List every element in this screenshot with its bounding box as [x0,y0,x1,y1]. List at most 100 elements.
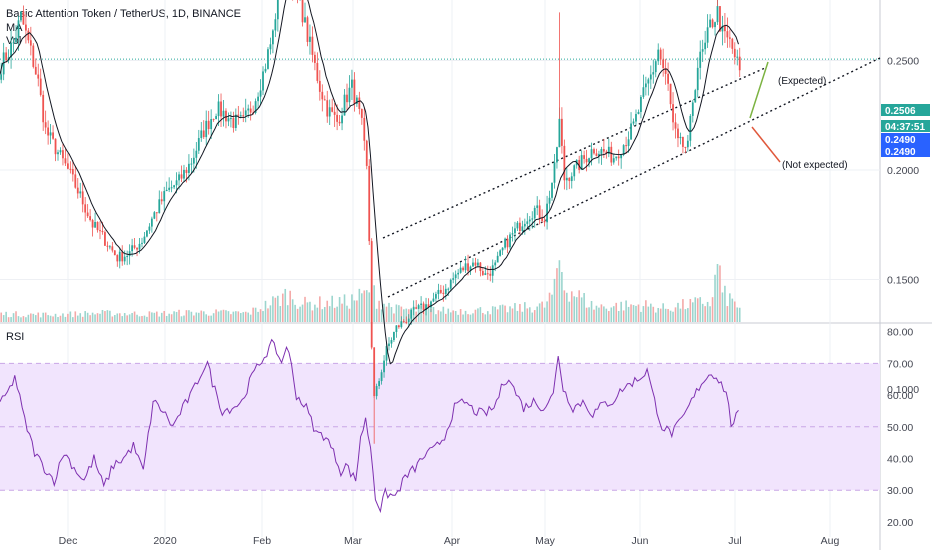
candle-body [380,372,383,382]
candle-body [425,304,427,311]
volume-bar [284,288,287,322]
candle-body [5,52,8,61]
volume-bar [588,307,590,322]
candle-body [331,107,334,112]
volume-bar [731,298,734,322]
volume-bar [610,307,613,322]
volume-bar [202,311,205,322]
candle-body [435,294,437,299]
volume-bar [674,307,677,322]
volume-bar [279,306,282,322]
volume-bar [138,316,141,322]
volume-bar [168,313,170,322]
rsi-indicator-label[interactable]: RSI [6,331,25,343]
volume-bar [84,311,86,322]
candle-body [430,301,432,308]
candle-body [153,212,156,219]
candle-body [711,19,714,28]
volume-bar [294,304,296,322]
volume-bar [69,311,72,322]
volume-bar [311,310,314,322]
volume-bar [217,311,220,322]
volume-bar [506,312,509,322]
expected-label: (Expected) [778,76,826,87]
candle-body [506,238,509,248]
candle-body [205,120,208,138]
last-price-tag-bg [881,104,930,116]
candle-body [427,304,430,308]
volume-bar [163,310,166,322]
candle-body [44,122,47,128]
candle-body [491,265,494,276]
volume-bar [72,317,74,322]
volume-bar [516,310,519,322]
candle-body [568,177,571,182]
candle-body [393,331,395,341]
volume-bar [464,310,467,322]
volume-bar [491,306,494,322]
candle-body [558,118,561,148]
volume-bar [440,311,442,322]
candle-body [420,303,422,306]
volume-bar [563,290,566,322]
volume-bar [227,311,230,322]
candle-body [309,36,311,42]
volume-bar [733,301,736,322]
candle-body [704,42,707,50]
volume-bar [716,264,719,322]
volume-bar [699,297,702,322]
candle-body [210,119,213,130]
volume-bar [326,300,329,322]
volume-bar [96,313,99,322]
channel-upper-line [382,67,766,239]
volume-bar [104,311,106,322]
candle-body [620,154,623,159]
volume-bar [390,307,393,322]
volume-bar [353,300,356,322]
candle-body [111,246,114,251]
candle-body [444,288,447,294]
volume-bar [62,313,64,322]
price-tag-low: 0.2490 [885,147,916,158]
volume-bar [7,317,10,322]
volume-bars [0,260,741,322]
candle-body [234,114,237,128]
volume-bar [151,312,153,322]
volume-bar [183,315,185,322]
candle-body [360,109,363,118]
volume-bar [173,311,175,322]
volume-bar [645,300,647,322]
candle-body [588,158,590,163]
volume-bar [52,316,54,322]
candle-body [400,321,403,328]
candle-body [128,251,131,257]
candle-body [412,307,415,310]
volume-bar [106,310,109,322]
candle-body [163,191,166,202]
candle-body [29,40,32,46]
volume-bar [617,310,620,322]
volume-bar [514,303,516,322]
volume-bar [281,293,284,322]
volume-bar [156,311,158,322]
volume-bar [388,302,390,322]
candle-body [474,262,477,266]
trend-channel [0,57,881,298]
volume-bar [64,316,67,322]
candle-body [118,251,121,262]
rsi-tick-label: 20.00 [887,517,913,529]
volume-bar [605,308,608,322]
candle-body [437,289,440,295]
rsi-series [0,338,739,514]
candle-body [583,155,586,159]
volume-bar [509,306,511,322]
volume-bar [333,307,336,322]
volume-bar [667,309,669,322]
volume-bar [67,313,69,322]
volume-bar [452,310,455,322]
volume-bar [682,299,684,322]
candle-body [390,340,393,344]
volume-bar [299,306,301,322]
